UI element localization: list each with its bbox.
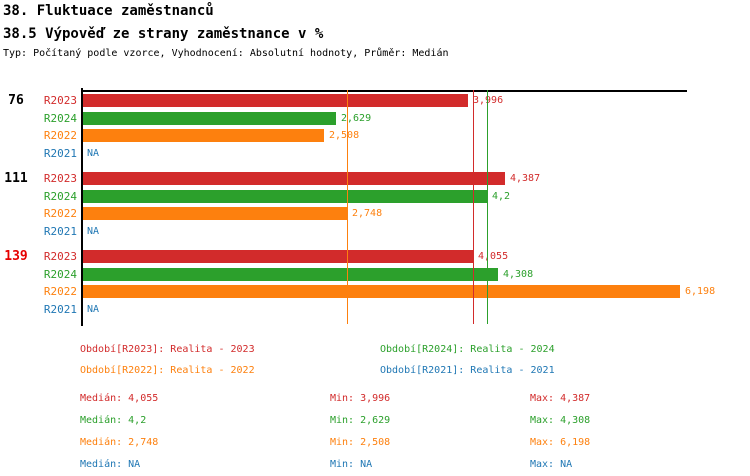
bar-row-label: R2022 (43, 285, 77, 298)
bar (83, 250, 473, 263)
stat-median: Medián: 4,055 (80, 393, 159, 404)
bar-value-label: 4,2 (492, 190, 511, 202)
bar-value-label: 6,198 (685, 286, 716, 297)
legend-item: Období[R2021]: Realita - 2021 (380, 365, 555, 376)
bar-row-label: R2021 (43, 224, 77, 238)
bar (83, 94, 468, 107)
group-label: 139 (4, 249, 28, 264)
bar-value-label: 4,055 (478, 251, 509, 262)
bar-value-label: 2,748 (352, 208, 383, 219)
bar-value-label: 4,387 (510, 173, 541, 184)
median-line (487, 90, 488, 324)
bar (83, 285, 680, 298)
bar-row-label: R2023 (43, 250, 77, 263)
bar-chart: 76 R2023 3,996 R2024 2,629 R2022 2,508 R2021 NA 1… (0, 88, 750, 326)
legend-item: Období[R2022]: Realita - 2022 (80, 365, 255, 376)
bar-value-label: 4,308 (503, 268, 534, 280)
median-line (347, 90, 348, 324)
bar-row-label: R2022 (43, 129, 77, 142)
x-axis-line (81, 90, 687, 92)
bar-row-label: R2023 (43, 94, 77, 107)
bar-row-label: R2024 (43, 111, 77, 125)
bar-value-label: NA (87, 225, 100, 237)
bar-row-label: R2021 (43, 302, 77, 316)
group-label: 111 (4, 171, 28, 186)
bar-row-label: R2022 (43, 207, 77, 220)
stat-min: Min: 2,629 (330, 415, 391, 426)
bar (83, 172, 505, 185)
bar-row-label: R2023 (43, 172, 77, 185)
stat-max: Max: 4,308 (530, 415, 591, 426)
bar-value-label: 3,996 (473, 95, 504, 106)
bar-value-label: NA (87, 147, 100, 159)
bar-value-label: NA (87, 303, 100, 315)
report-title: 38. Fluktuace zaměstnanců (3, 3, 214, 19)
stat-min: Min: NA (330, 459, 373, 470)
bar (83, 111, 336, 125)
legend-item: Období[R2023]: Realita - 2023 (80, 344, 255, 355)
bar-value-label: 2,508 (329, 130, 360, 141)
stat-median: Medián: 2,748 (80, 437, 159, 448)
legend-item: Období[R2024]: Realita - 2024 (380, 344, 555, 355)
stat-median: Medián: 4,2 (80, 415, 147, 426)
report-meta: Typ: Počítaný podle vzorce, Vyhodnocení:… (3, 48, 449, 59)
bar-value-label: 2,629 (341, 112, 372, 124)
stat-min: Min: 3,996 (330, 393, 391, 404)
stat-max: Max: 4,387 (530, 393, 591, 404)
report-subtitle: 38.5 Výpověď ze strany zaměstnance v % (3, 26, 324, 42)
stat-max: Max: NA (530, 459, 573, 470)
median-line (473, 90, 474, 324)
bar-row-label: R2024 (43, 189, 77, 203)
bar-row-label: R2021 (43, 146, 77, 160)
bar (83, 129, 324, 142)
y-axis-line (81, 88, 83, 326)
stat-median: Medián: NA (80, 459, 141, 470)
stat-max: Max: 6,198 (530, 437, 591, 448)
bar-row-label: R2024 (43, 267, 77, 281)
bar (83, 189, 487, 203)
group-label: 76 (8, 93, 24, 108)
bar (83, 207, 347, 220)
stat-min: Min: 2,508 (330, 437, 391, 448)
bar (83, 267, 498, 281)
